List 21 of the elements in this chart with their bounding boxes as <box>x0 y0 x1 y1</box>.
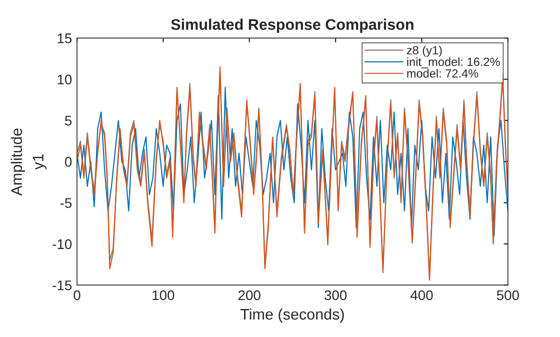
x-tick-label: 100 <box>152 290 174 300</box>
y-tick-label: -5 <box>60 198 72 208</box>
y-tick-label: -15 <box>52 280 72 290</box>
y-tick-label: 5 <box>64 116 72 126</box>
x-tick-label: 400 <box>410 290 433 300</box>
x-tick-label: 0 <box>74 290 80 300</box>
x-axis-title: Time (seconds) <box>240 308 344 323</box>
legend-label: init_model: 16.2% <box>407 57 500 68</box>
text: Amplitude <box>10 128 26 196</box>
x-tick-label: 300 <box>324 290 347 300</box>
x-tick-label: 200 <box>238 290 260 300</box>
line-series <box>77 86 508 236</box>
y-tick-label: 10 <box>58 74 72 84</box>
y-tick-label: -10 <box>52 239 72 250</box>
legend-label: model: 72.4% <box>407 68 478 78</box>
y-axis-title: y1 <box>32 154 47 170</box>
y-tick-label: 15 <box>58 34 72 44</box>
x-tick-label: 500 <box>496 290 519 300</box>
y-tick-label: 0 <box>64 156 72 167</box>
legend-label: z8 (y1) <box>406 46 442 57</box>
chart-title: Simulated Response Comparison <box>171 18 414 33</box>
